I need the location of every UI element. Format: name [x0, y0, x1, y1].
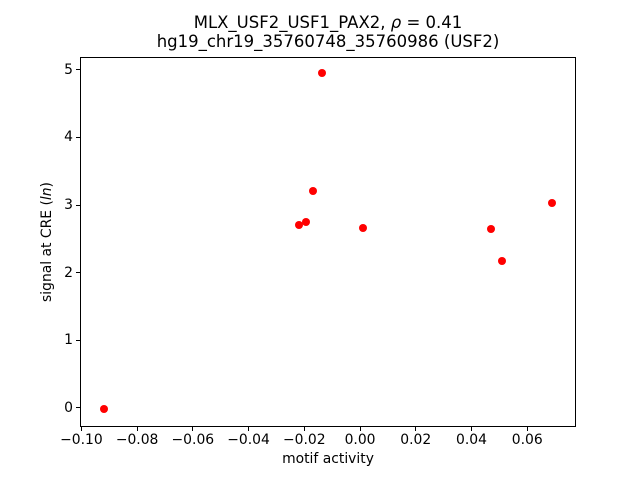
x-tick-mark — [415, 427, 417, 431]
x-tick-mark — [248, 427, 250, 431]
x-tick-label: 0.04 — [456, 432, 487, 448]
scatter-point — [487, 225, 495, 234]
y-tick-label: 0 — [64, 399, 73, 416]
y-tick-label: 2 — [64, 264, 73, 281]
plot-area — [80, 57, 576, 427]
rho-symbol: ρ — [390, 13, 402, 32]
x-tick-mark — [471, 427, 472, 431]
title-prefix: MLX_USF2_USF1_PAX2, — [193, 13, 391, 32]
chart-title-line2: hg19_chr19_35760748_35760986 (USF2) — [156, 32, 500, 51]
scatter-point — [358, 223, 367, 232]
x-tick-label: −0.08 — [115, 432, 159, 448]
y-tick-mark — [76, 136, 80, 138]
x-tick-mark — [80, 427, 82, 431]
x-tick-label: −0.04 — [227, 432, 270, 448]
scatter-point — [498, 257, 507, 266]
y-tick-mark — [76, 407, 80, 409]
x-tick-mark — [359, 427, 361, 431]
x-tick-mark — [526, 427, 528, 431]
x-tick-label: −0.06 — [171, 432, 215, 448]
title-correlation-value: = 0.41 — [401, 13, 463, 32]
scatter-point — [301, 217, 310, 226]
x-tick-label: −0.02 — [283, 432, 326, 448]
scatter-point — [99, 405, 108, 414]
x-tick-mark — [136, 427, 138, 431]
y-tick-label: 4 — [64, 129, 73, 146]
x-tick-label: 0.06 — [511, 432, 543, 448]
y-tick-label: 5 — [64, 61, 73, 78]
scatter-point — [548, 198, 557, 207]
y-tick-mark — [76, 272, 80, 274]
scatter-point — [294, 221, 303, 230]
y-tick-mark — [76, 339, 80, 341]
x-tick-label: 0.02 — [400, 432, 432, 448]
x-tick-mark — [303, 427, 305, 431]
scatter-point — [308, 187, 317, 196]
y-tick-label: 1 — [64, 332, 73, 349]
y-axis-label-close: ) — [39, 182, 55, 188]
scatter-point — [318, 69, 327, 78]
x-tick-label: −0.10 — [60, 432, 103, 448]
x-axis-label: motif activity — [282, 451, 374, 467]
y-tick-mark — [76, 69, 80, 71]
x-tick-mark — [192, 427, 194, 431]
y-axis-label-text: signal at CRE ( — [39, 200, 55, 302]
chart-title-line1: MLX_USF2_USF1_PAX2, ρ = 0.41 — [80, 13, 576, 32]
x-tick-label: 0.00 — [344, 432, 376, 448]
y-tick-label: 3 — [64, 197, 73, 213]
y-tick-mark — [76, 204, 80, 206]
chart-title: MLX_USF2_USF1_PAX2, ρ = 0.41 hg19_chr19_… — [80, 13, 576, 51]
